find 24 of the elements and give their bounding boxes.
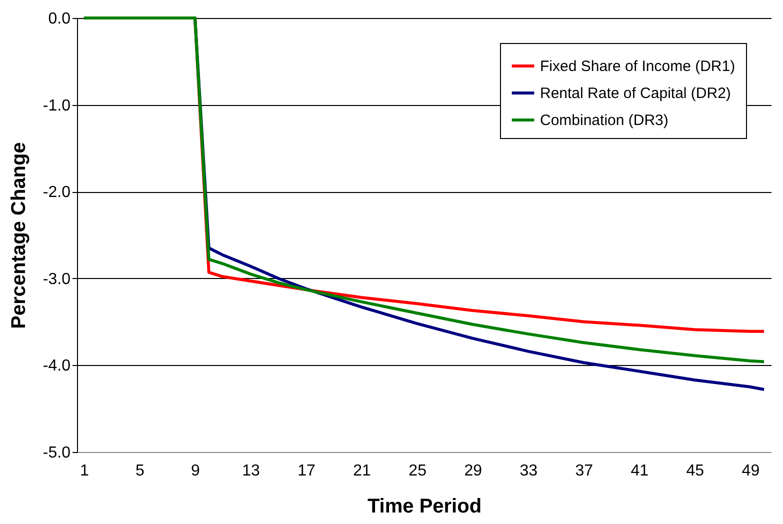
x-axis-title: Time Period <box>367 496 482 518</box>
x-tick-label: 49 <box>742 462 760 480</box>
x-tick-label: 5 <box>136 462 145 480</box>
x-tick-label: 25 <box>408 462 427 480</box>
y-tick-label: -5.0 <box>42 444 71 462</box>
legend-label: Rental Rate of Capital (DR2) <box>540 85 731 102</box>
legend-label: Combination (DR3) <box>540 112 668 129</box>
y-tick-label: -1.0 <box>42 97 71 114</box>
x-tick-label: 33 <box>520 462 538 480</box>
y-tick-label: -2.0 <box>42 184 71 202</box>
x-tick-label: 21 <box>353 462 372 480</box>
x-tick-label: 41 <box>630 462 649 480</box>
x-tick-label: 1 <box>80 462 89 480</box>
legend-label: Fixed Share of Income (DR1) <box>540 58 736 75</box>
y-axis-title: Percentage Change <box>8 142 30 329</box>
y-tick-label: 0.0 <box>48 10 71 28</box>
x-tick-label: 37 <box>575 462 594 480</box>
x-tick-label: 9 <box>191 462 200 480</box>
x-tick-label: 45 <box>686 462 704 480</box>
x-tick-label: 13 <box>242 462 260 480</box>
x-tick-label: 17 <box>298 462 316 480</box>
y-tick-label: -3.0 <box>42 270 71 288</box>
x-tick-label: 29 <box>464 462 482 480</box>
y-tick-label: -4.0 <box>42 358 71 375</box>
